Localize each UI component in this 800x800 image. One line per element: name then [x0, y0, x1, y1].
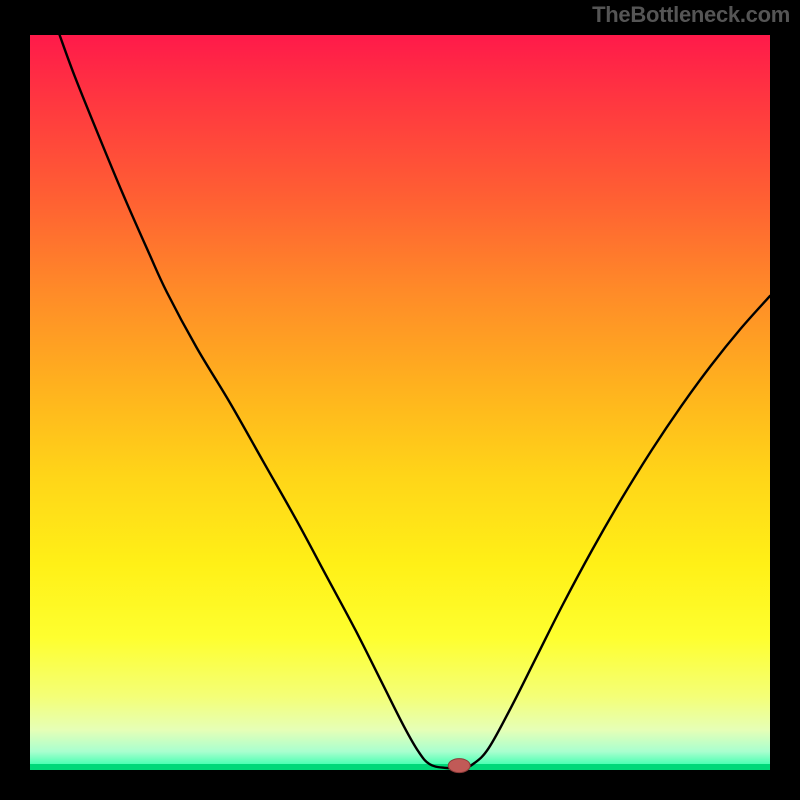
chart-frame: TheBottleneck.com [0, 0, 800, 800]
bottom-bar [30, 764, 770, 770]
bottleneck-chart [0, 0, 800, 800]
optimal-marker [448, 759, 470, 773]
gradient-background [30, 35, 770, 770]
watermark-label: TheBottleneck.com [592, 2, 790, 28]
